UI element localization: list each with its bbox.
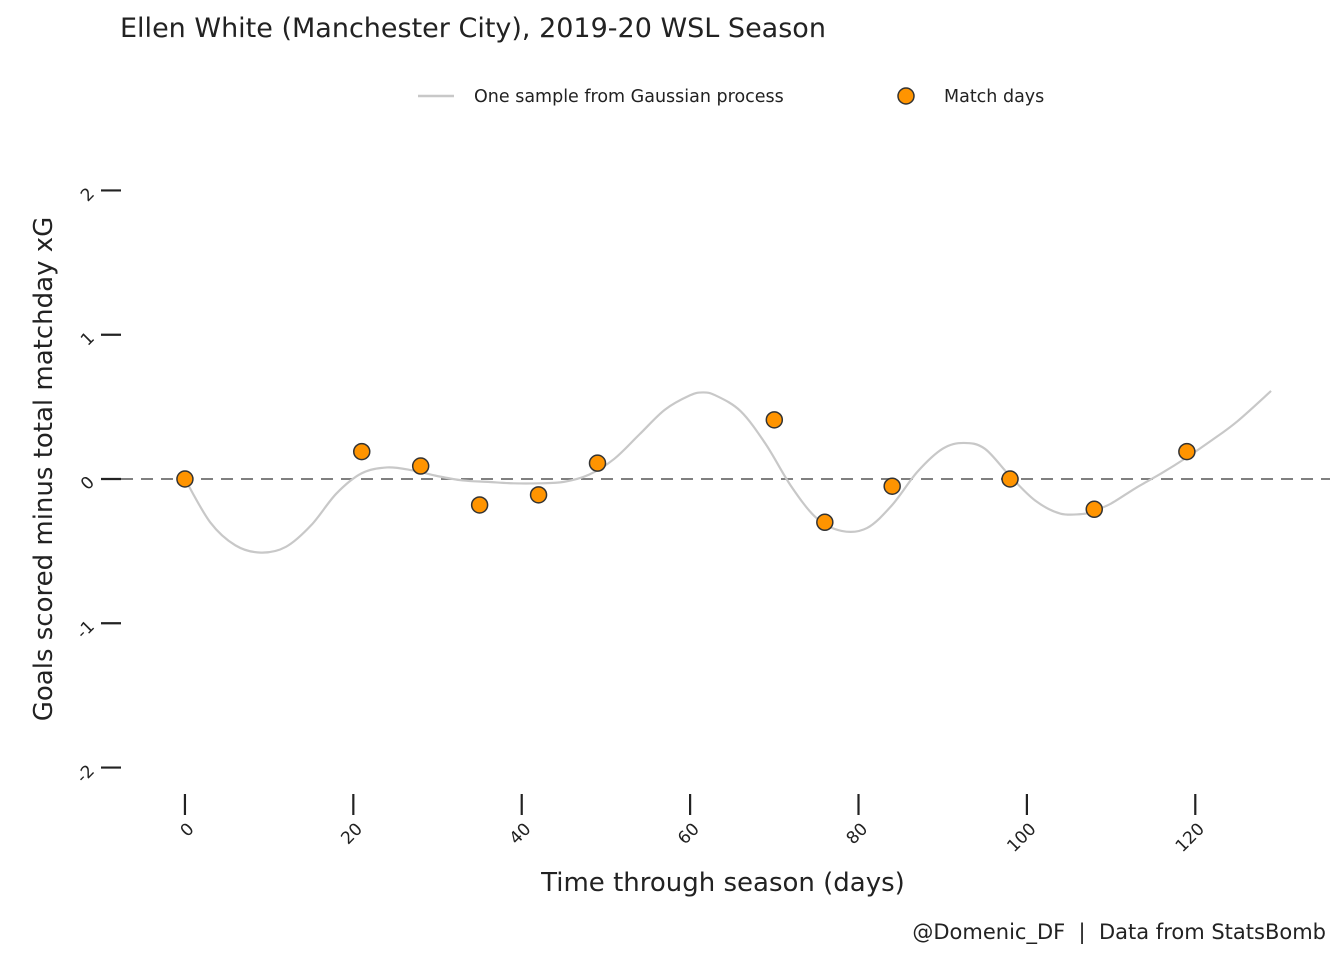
x-axis-label: Time through season (days): [540, 868, 905, 898]
match-day-point: [470, 496, 489, 514]
match-day-point: [1178, 442, 1196, 461]
y-tick-label: 1: [77, 328, 99, 350]
caption: @Domenic_DF | Data from StatsBomb: [912, 920, 1326, 945]
y-tick-label: -2: [73, 761, 99, 787]
match-day-point: [883, 477, 901, 495]
x-tick-label: 100: [1003, 819, 1040, 856]
x-tick-label: 60: [674, 819, 703, 848]
match-day-point: [765, 411, 784, 429]
y-tick-label: 0: [77, 473, 99, 495]
match-day-point: [529, 486, 548, 504]
x-axis: 0 20 40 60 80 100 120: [177, 794, 1209, 856]
y-axis-label: Goals scored minus total matchday xG: [29, 217, 59, 722]
match-day-points: [176, 411, 1196, 532]
match-day-point: [816, 513, 834, 532]
legend-label-gaussian: One sample from Gaussian process: [474, 87, 784, 107]
match-day-point: [588, 454, 607, 472]
x-tick-label: 40: [506, 819, 535, 848]
y-tick-label: -1: [73, 617, 99, 643]
match-day-point: [1085, 500, 1104, 519]
chart-title: Ellen White (Manchester City), 2019-20 W…: [120, 13, 826, 44]
legend: One sample from Gaussian process Match d…: [418, 87, 1044, 107]
legend-point-swatch: [897, 87, 915, 105]
y-tick-label: 2: [77, 184, 99, 206]
match-day-point: [176, 470, 194, 488]
x-tick-label: 0: [177, 819, 199, 841]
x-tick-label: 120: [1172, 819, 1209, 856]
x-tick-label: 80: [843, 819, 872, 848]
match-day-point: [352, 442, 371, 461]
match-day-point: [1001, 470, 1019, 488]
match-day-point: [411, 457, 430, 475]
y-axis: -2 -1 0 1 2: [73, 184, 121, 787]
gaussian-process-line: [183, 390, 1272, 554]
legend-label-match-days: Match days: [944, 87, 1044, 107]
x-tick-label: 20: [337, 819, 366, 848]
